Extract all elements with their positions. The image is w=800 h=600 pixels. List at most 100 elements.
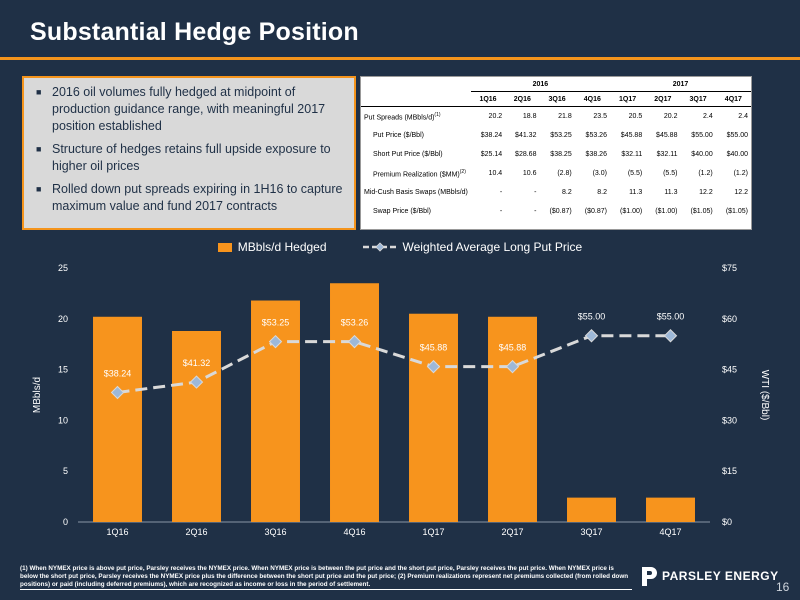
line-point-marker [189,375,204,389]
x-tick-label: 3Q17 [580,527,602,537]
legend-bar-label: MBbls/d Hedged [237,240,327,254]
table-cell: (5.5) [627,170,643,177]
y-tick-label-left: 15 [58,365,68,375]
table-cell: 10.4 [488,170,503,177]
table-cell: $32.11 [621,151,643,158]
table-cell: 23.5 [593,113,607,120]
table-cell: $45.88 [620,132,643,139]
table-column-header: 2Q17 [645,91,681,107]
table-cell: ($1.05) [725,208,748,215]
y-tick-label-right: $30 [722,415,737,425]
legend-item-line: Weighted Average Long Put Price [362,238,583,256]
table-cell: (3.0) [592,170,607,177]
bullet-text: Rolled down put spreads expiring in 1H16… [52,182,343,213]
table-row: Mid-Cush Basis Swaps (MBbls/d) - - 8.2 8.2 11… [361,183,751,202]
table-cell: $53.25 [550,132,572,139]
line-point-marker [110,385,125,400]
table-cell: 20.5 [628,113,643,120]
table-cell: $40.00 [691,151,713,158]
table-cell: (2.8) [557,170,572,177]
table-cell: 18.8 [522,113,537,120]
bar-mbbls-hedged [251,300,300,522]
line-data-label: $55.00 [578,312,606,322]
x-tick-label: 2Q16 [185,527,207,537]
slide-title: Substantial Hedge Position [30,18,359,46]
table-cell: - [499,189,503,196]
table-column-header: 3Q16 [539,91,575,107]
chart-legend: MBbls/d Hedged Weighted Average Long Put… [0,238,800,256]
bullet-text: 2016 oil volumes fully hedged at midpoin… [52,85,326,133]
table-cell: - [534,208,537,215]
company-logo: PARSLEY ENERGY [640,565,779,587]
parsley-p-logo-icon [642,567,657,586]
y-tick-label-left: 25 [58,263,68,273]
table-cell: (5.5) [663,170,678,177]
table-row-label: Premium Realization ($MM)(2) [373,168,466,179]
table-cell: 10.6 [522,170,537,177]
line-point-marker [426,359,441,374]
table-row: Put Spreads (MBbls/d)(1) 20.2 18.8 21.8 23.5… [361,107,751,127]
table-cell: $32.11 [656,151,678,158]
table-row: Put Price ($/Bbl) $38.24 $41.32 $53.25 $53.2… [361,126,751,145]
bullet-square-icon: ■ [36,87,42,97]
logo-text: PARSLEY ENERGY [662,569,779,583]
table-cell: $55.00 [691,132,713,139]
hedge-chart: 0 5 10 15 20 25 $0 $15 $30 $45 $60 $75 MBbls/d WTI ($… [32,263,770,537]
page-number: 16 [776,580,790,594]
table-column-header: 1Q17 [609,91,646,107]
line-point-marker [268,334,283,349]
bullet-square-icon: ■ [36,144,42,154]
table-column-header: 4Q16 [574,91,610,107]
y-tick-label-left: 20 [58,314,68,324]
legend-dashed-line-swatch [362,242,397,252]
line-point-marker [663,329,678,343]
line-weighted-average-put-price [117,334,671,394]
x-tick-label: 2Q17 [501,527,523,537]
y-tick-label-left: 5 [63,466,68,476]
legend-line-label: Weighted Average Long Put Price [402,240,583,254]
table-cell: $55.00 [726,132,748,139]
line-data-label: $41.32 [183,358,211,368]
line-data-label: $53.26 [341,318,369,328]
table-cell: - [534,189,537,196]
table-row-label: Mid-Cush Basis Swaps (MBbls/d) [364,189,468,196]
table-cell: $53.26 [585,132,607,139]
bullet-item: ■ 2016 oil volumes fully hedged at midpo… [36,84,346,135]
y-tick-label-right: $60 [722,314,737,324]
table-row-label: Put Price ($/Bbl) [373,132,424,139]
footnote-text: (1) When NYMEX price is above put price,… [20,565,629,588]
y-axis-title-right: WTI ($/Bbl) [759,370,770,421]
x-tick-label: 1Q16 [106,527,128,537]
table-cell: $38.25 [550,151,572,158]
table-cell: $28.68 [515,151,537,158]
table-cell: ($0.87) [584,208,607,215]
table-cell: $38.26 [585,151,607,158]
line-data-label: $38.24 [104,368,132,378]
table-cell: $40.00 [726,151,748,158]
bullet-text: Structure of hedges retains full upside … [52,142,331,173]
table-cell: 20.2 [488,113,503,120]
table-row: Premium Realization ($MM)(2) 10.4 10.6 (2.8… [361,164,751,183]
table-cell: 12.2 [734,189,748,196]
table-cell: $41.32 [515,132,537,139]
table-cell: 2.4 [738,113,748,120]
table-cell: $38.24 [480,132,503,139]
footnote-divider [20,589,632,590]
table-cell: $25.14 [480,151,503,158]
legend-item-bars: MBbls/d Hedged [217,238,327,256]
bar-mbbls-hedged [488,316,537,522]
table-cell: 20.2 [663,113,678,120]
hedge-table: 2016 2017 1Q16 2Q16 3Q16 4Q16 1Q17 2Q17 … [360,76,752,230]
table-year-row: 2016 2017 [361,77,751,92]
table-column-header: 1Q16 [470,91,506,107]
line-point-marker [584,329,599,343]
y-tick-label-left: 0 [63,517,68,527]
bullet-item: ■ Structure of hedges retains full upsid… [36,141,346,175]
title-divider [0,57,800,60]
table-column-header: 4Q17 [715,91,751,107]
x-tick-label: 4Q16 [343,527,365,537]
line-data-label: $53.25 [262,318,290,328]
table-cell: 8.2 [597,189,607,196]
legend-bar-swatch [217,242,232,252]
bar-mbbls-hedged [646,497,695,522]
